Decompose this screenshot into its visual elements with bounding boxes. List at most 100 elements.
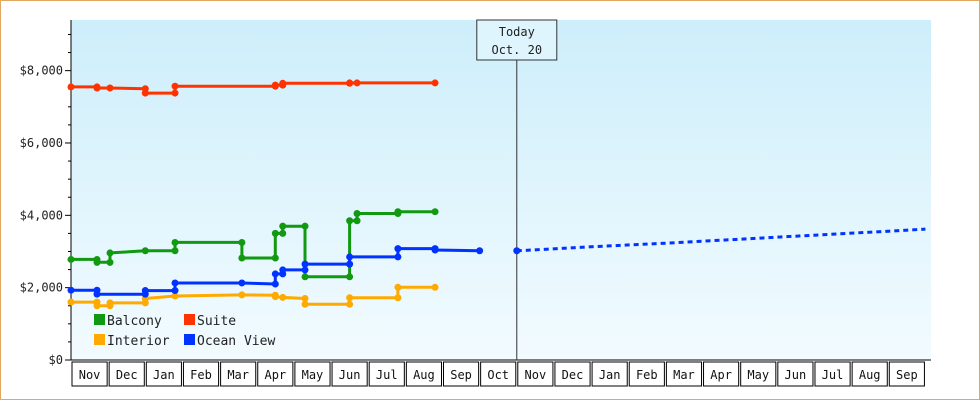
data-point	[279, 79, 287, 87]
data-point	[394, 245, 402, 253]
month-label: Jul	[376, 368, 398, 382]
data-point	[279, 293, 287, 301]
month-box	[108, 361, 145, 387]
data-point	[67, 83, 75, 91]
data-point	[238, 254, 246, 262]
data-point	[346, 300, 354, 308]
legend-label: Suite	[197, 314, 236, 329]
data-point	[67, 286, 75, 294]
data-point	[301, 266, 309, 274]
month-box	[480, 361, 517, 387]
data-point	[93, 302, 101, 310]
month-box	[517, 361, 554, 387]
data-point	[141, 247, 149, 255]
y-tick-label: $2,000	[20, 281, 63, 295]
y-tick-label: $0	[49, 353, 63, 367]
data-point	[238, 291, 246, 299]
data-point	[346, 260, 354, 268]
data-point	[171, 89, 179, 97]
month-label: Mar	[227, 368, 249, 382]
month-box	[182, 361, 220, 387]
data-point	[271, 280, 279, 288]
data-point	[346, 273, 354, 281]
data-point	[431, 208, 439, 216]
month-box	[851, 361, 888, 387]
data-point	[346, 294, 354, 302]
legend-swatch	[184, 314, 195, 325]
data-point	[353, 210, 361, 218]
data-point	[346, 253, 354, 261]
data-point	[431, 79, 439, 87]
legend-label: Balcony	[107, 314, 162, 329]
month-box	[257, 361, 294, 387]
y-tick-label: $4,000	[20, 208, 63, 222]
month-label: Dec	[116, 368, 138, 382]
month-box	[703, 361, 740, 387]
data-point	[346, 217, 354, 225]
month-box	[145, 361, 182, 387]
data-point	[171, 292, 179, 300]
data-point	[141, 89, 149, 97]
month-label: Apr	[264, 368, 286, 382]
data-point	[106, 258, 114, 266]
today-date: Oct. 20	[491, 43, 542, 57]
data-point	[271, 293, 279, 301]
data-point	[171, 247, 179, 255]
data-point	[271, 81, 279, 89]
data-point	[271, 254, 279, 262]
data-point	[476, 247, 484, 255]
data-point	[394, 253, 402, 261]
today-box	[476, 19, 558, 61]
month-label: Nov	[525, 368, 547, 382]
data-point	[346, 79, 354, 87]
legend-label: Interior	[107, 334, 170, 349]
month-label: Jun	[785, 368, 807, 382]
month-label: Jul	[822, 368, 844, 382]
data-point	[301, 300, 309, 308]
data-point	[431, 283, 439, 291]
today-label: Today	[499, 25, 535, 39]
data-point	[106, 299, 114, 307]
data-point	[394, 283, 402, 291]
month-label: Feb	[636, 368, 658, 382]
y-tick-label: $8,000	[20, 64, 63, 78]
data-point	[353, 217, 361, 225]
data-point	[171, 238, 179, 246]
data-point	[171, 82, 179, 90]
month-label: Dec	[562, 368, 584, 382]
month-box	[294, 361, 331, 387]
legend-swatch	[94, 314, 105, 325]
month-label: Sep	[896, 368, 918, 382]
data-point	[67, 255, 75, 263]
data-point	[171, 279, 179, 287]
y-tick-label: $6,000	[20, 136, 63, 150]
month-box	[442, 361, 480, 387]
legend-label: Ocean View	[197, 334, 275, 349]
legend-swatch	[94, 334, 105, 345]
month-box	[740, 361, 777, 387]
month-label: Aug	[413, 368, 435, 382]
data-point	[141, 287, 149, 295]
month-label: Apr	[710, 368, 732, 382]
data-point	[238, 238, 246, 246]
data-point	[171, 287, 179, 295]
data-point	[394, 208, 402, 216]
data-point	[301, 222, 309, 230]
data-point	[353, 79, 361, 87]
data-point	[394, 294, 402, 302]
data-point	[271, 229, 279, 237]
data-point	[301, 260, 309, 268]
month-label: May	[747, 368, 769, 382]
month-box	[554, 361, 591, 387]
month-box	[665, 361, 703, 387]
month-box	[888, 361, 925, 387]
month-box	[591, 361, 628, 387]
month-label: Jan	[153, 368, 175, 382]
data-point	[106, 249, 114, 257]
data-point	[301, 295, 309, 303]
plot-area	[71, 20, 931, 360]
month-label: Sep	[450, 368, 472, 382]
data-point	[301, 273, 309, 281]
month-box	[814, 361, 851, 387]
